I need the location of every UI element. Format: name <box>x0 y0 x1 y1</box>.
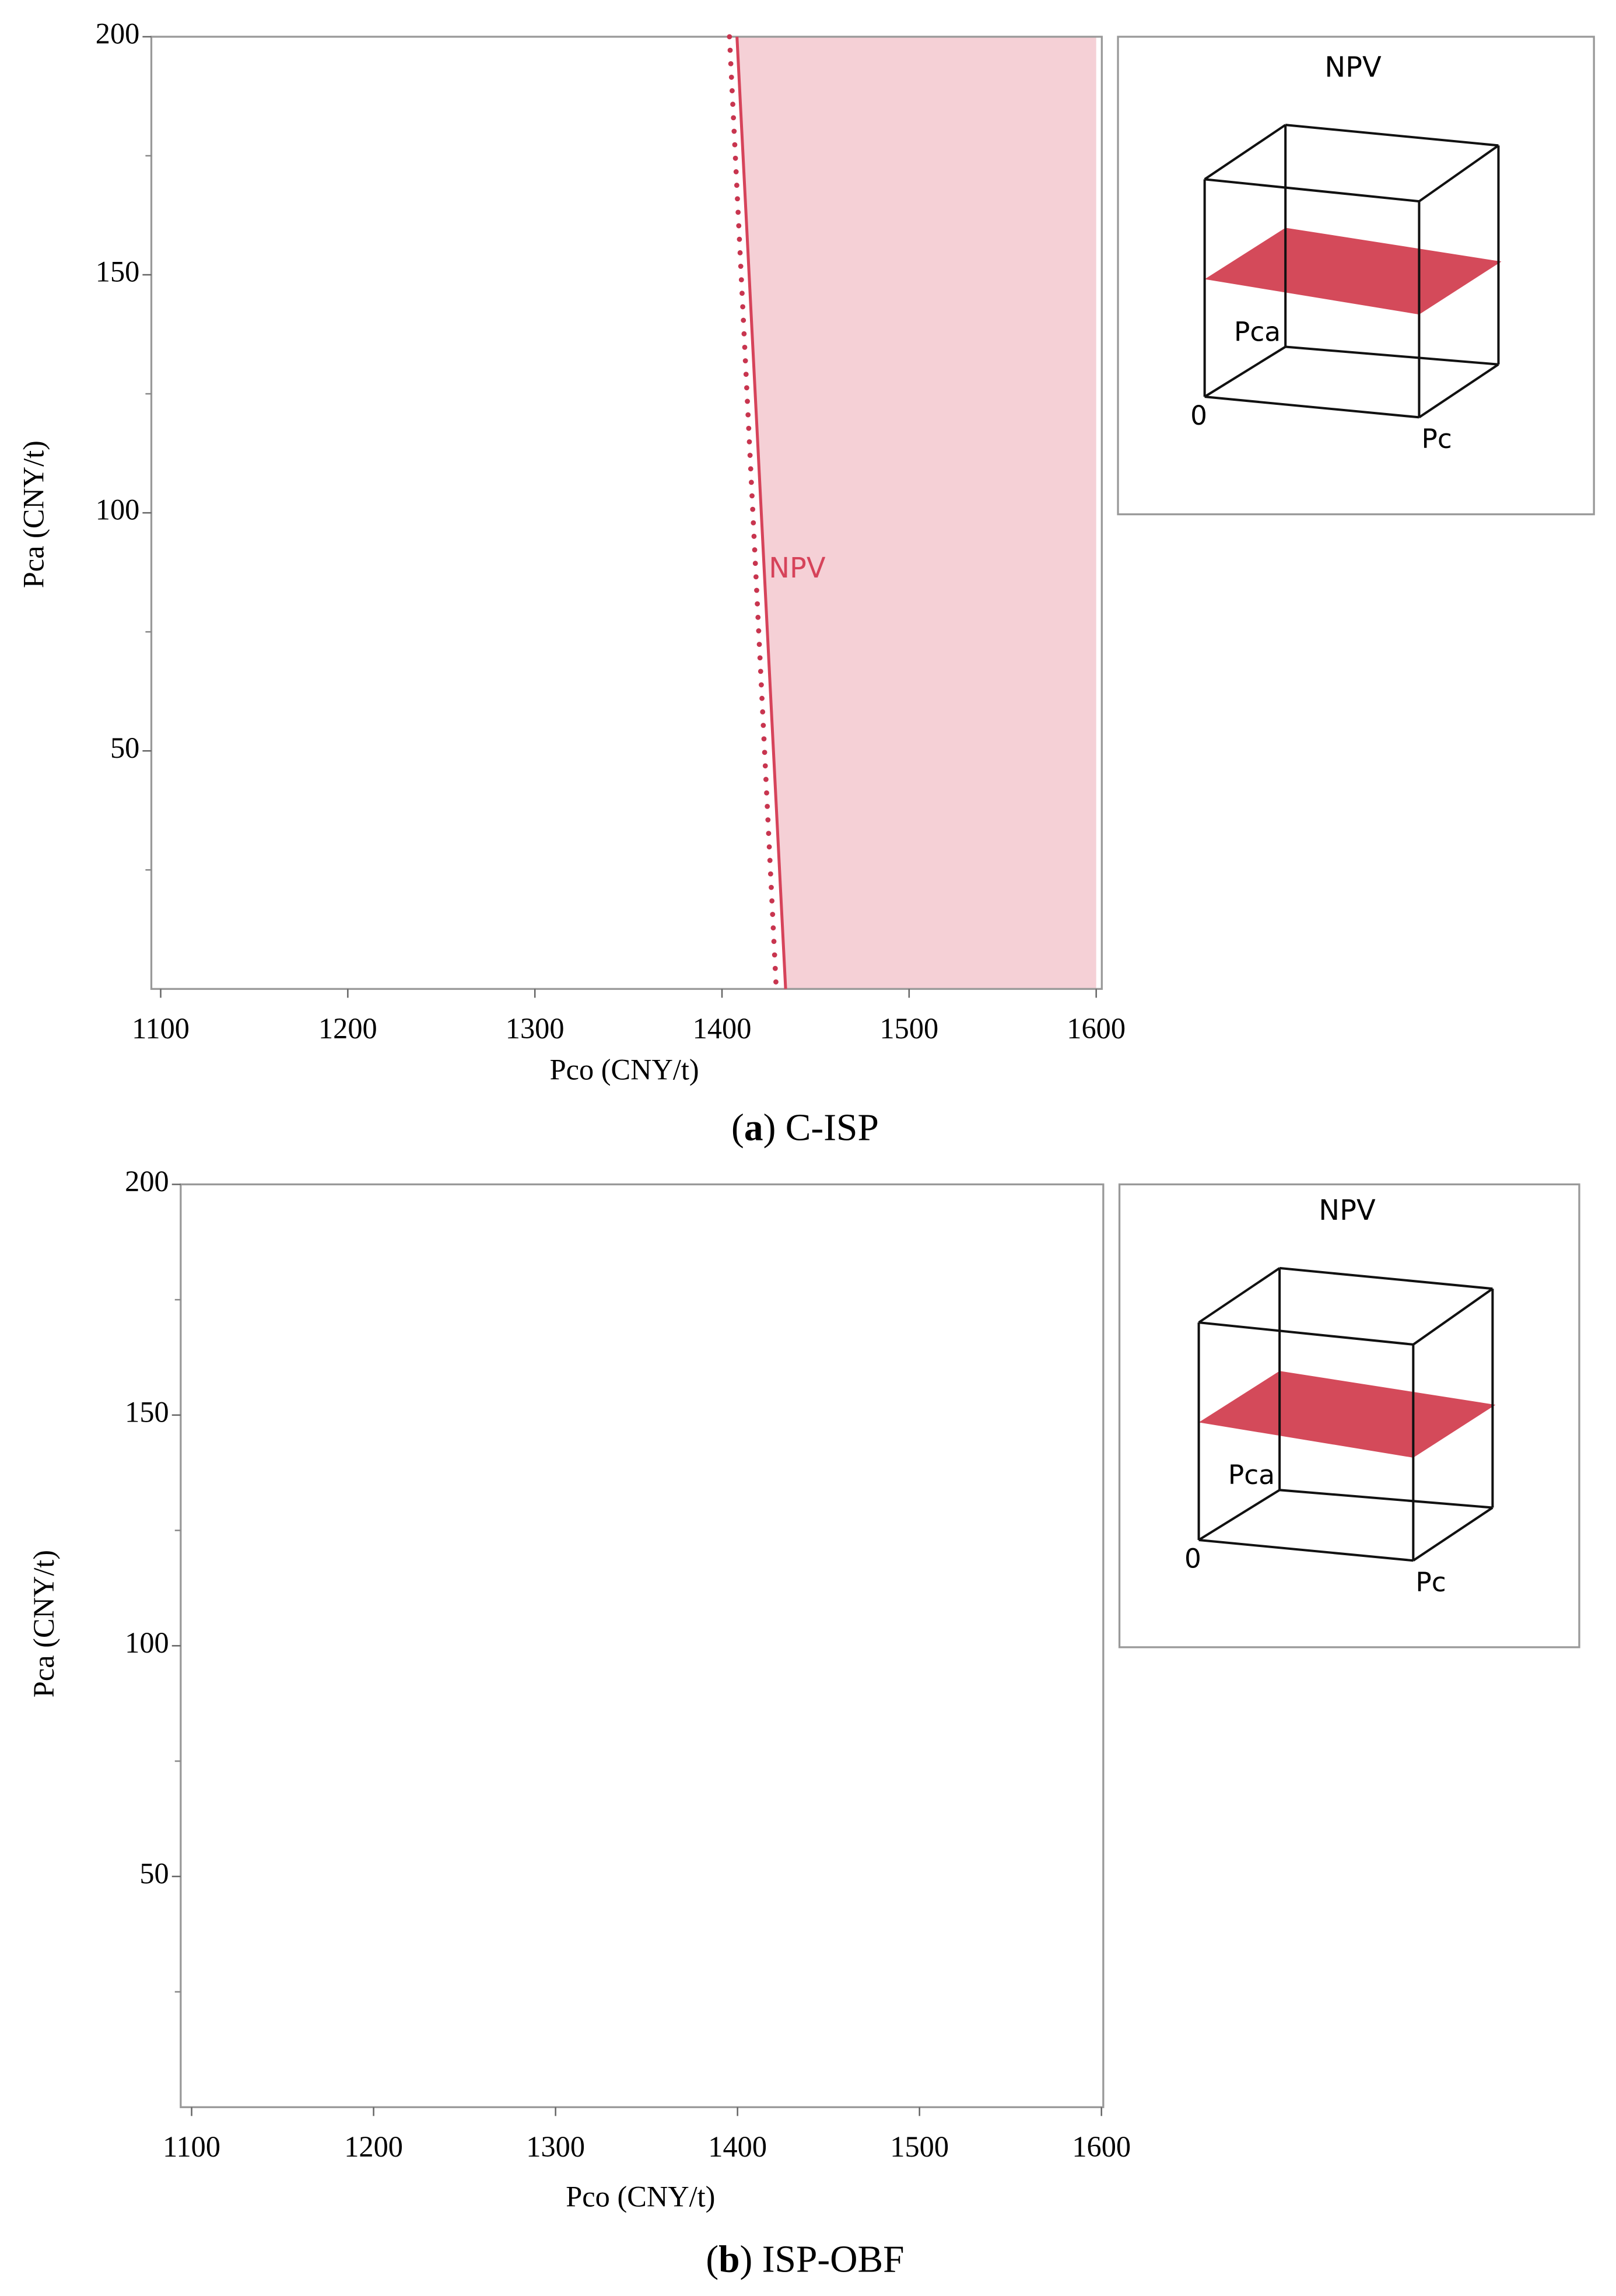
cube-edge <box>1198 1267 1281 1324</box>
caption: (a) C-ISP <box>731 1107 879 1149</box>
inset-label: 0 <box>1184 1544 1201 1574</box>
x-tick-label: 1200 <box>344 2130 403 2163</box>
y-axis-label: Pca (CNY/t) <box>17 440 50 588</box>
y-tick-label: 200 <box>96 18 140 50</box>
inset-plane <box>1198 1371 1496 1458</box>
inset-plane <box>1204 228 1502 315</box>
y-tick-label: 200 <box>125 1165 169 1198</box>
inset-title: NPV <box>1319 1195 1376 1227</box>
cube-edge <box>1418 144 1499 202</box>
plot-frame <box>180 1183 1105 2108</box>
x-axis-label: Pco (CNY/t) <box>550 1053 699 1086</box>
cube-edge <box>1204 124 1287 180</box>
cube-edge <box>1285 124 1499 147</box>
cube-edge <box>1279 1489 1493 1509</box>
x-tick-label: 1100 <box>132 1012 190 1045</box>
x-tick-label: 1100 <box>163 2130 220 2163</box>
x-tick-label: 1300 <box>506 1012 565 1045</box>
chart-panel: 50 100 150 200 1100 1200 1300 1400 1500 1600 Pco (… <box>27 1165 1580 2280</box>
y-tick-label: 50 <box>139 1857 169 1889</box>
x-tick-label: 1400 <box>693 1012 752 1045</box>
x-axis-label: Pco (CNY/t) <box>566 2180 715 2213</box>
inset-cube: NPV Pca 0 Pc <box>1184 1195 1496 1598</box>
caption-part: ) ISP-OBF <box>740 2238 905 2280</box>
chart-panel: 50 100 150 200 1100 1200 1300 1400 1500 1600 Pco (… <box>17 18 1595 1149</box>
contour-line <box>735 36 787 989</box>
cube-edge <box>1198 1321 1414 1346</box>
x-tick-label: 1500 <box>879 1012 938 1045</box>
cube-edge <box>1412 1506 1494 1562</box>
cube-edge <box>1198 1489 1281 1541</box>
x-tick-label: 1400 <box>708 2130 767 2163</box>
cube-edge <box>1204 178 1419 203</box>
cube-edge <box>1285 345 1499 366</box>
caption-part: b <box>718 2238 739 2280</box>
caption-part: ) C-ISP <box>763 1107 879 1149</box>
x-tick-label: 1300 <box>526 2130 585 2163</box>
caption-part: ( <box>731 1107 744 1149</box>
shaded-region <box>737 36 1096 989</box>
inset-label: Pc <box>1422 424 1452 454</box>
x-tick-label: 1600 <box>1067 1012 1126 1045</box>
cube-edge <box>1204 345 1287 398</box>
y-axis-label: Pca (CNY/t) <box>27 1550 60 1698</box>
inset-label: Pc <box>1415 1567 1446 1598</box>
y-tick-label: 150 <box>125 1395 169 1428</box>
inset-label: 0 <box>1190 400 1207 431</box>
caption-part: a <box>744 1107 763 1149</box>
inset-title: NPV <box>1324 51 1382 83</box>
cube-edge <box>1279 1266 1493 1290</box>
inset-cube: NPV Pca 0 Pc <box>1190 51 1502 454</box>
x-tick-label: 1200 <box>318 1012 377 1045</box>
cube-edge <box>1198 1538 1414 1562</box>
y-tick-label: 100 <box>96 494 140 526</box>
inset-label: Pca <box>1228 1460 1275 1490</box>
x-tick-label: 1600 <box>1072 2130 1131 2163</box>
y-tick-label: 150 <box>96 256 140 288</box>
line-label: NPV <box>769 552 826 584</box>
y-tick-label: 50 <box>110 732 139 764</box>
cube-edge <box>1412 1287 1494 1346</box>
y-tick-label: 100 <box>125 1626 169 1659</box>
x-tick-label: 1500 <box>890 2130 949 2163</box>
cube-edge <box>1204 396 1419 419</box>
inset-label: Pca <box>1234 316 1281 347</box>
caption-part: ( <box>706 2238 718 2280</box>
caption: (b) ISP-OBF <box>706 2238 904 2280</box>
cube-edge <box>1418 363 1499 419</box>
